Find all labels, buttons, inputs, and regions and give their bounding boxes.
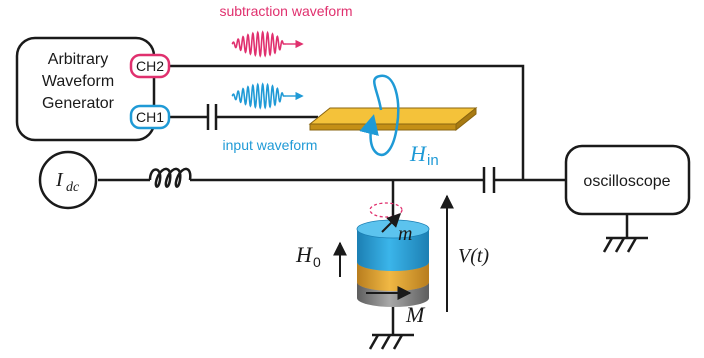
awg-label-line1: Arbitrary xyxy=(48,51,108,68)
hin-symbol: H xyxy=(409,141,427,166)
wiring xyxy=(98,64,629,335)
subtraction-waveform-signal xyxy=(231,30,286,58)
free-layer-moment-arrow xyxy=(381,213,401,233)
ch1-label: CH1 xyxy=(136,109,164,125)
ch2-port: CH2 xyxy=(129,53,171,79)
subtraction-waveform-label: subtraction waveform xyxy=(219,3,352,19)
hin-label: H in xyxy=(409,141,439,169)
precession-cone xyxy=(369,202,403,218)
stripline xyxy=(308,106,478,132)
free-layer-symbol: m xyxy=(398,223,412,245)
ch1-port: CH1 xyxy=(129,104,171,130)
oscilloscope-label: oscilloscope xyxy=(583,173,670,190)
arbitrary-waveform-generator: Arbitrary Waveform Generator xyxy=(15,36,156,142)
awg-label-line2: Waveform xyxy=(42,73,114,90)
h0-label: H 0 xyxy=(295,242,321,270)
mtj-ground-icon xyxy=(368,333,414,350)
capacitor-ch1 xyxy=(206,104,218,130)
hin-subscript: in xyxy=(427,152,439,169)
mtj-free-layer xyxy=(357,229,429,271)
idc-symbol: I xyxy=(55,169,64,191)
idc-subscript: dc xyxy=(66,180,80,195)
oscilloscope: oscilloscope xyxy=(564,144,691,216)
hin-field-loop xyxy=(359,74,400,157)
h0-symbol: H xyxy=(295,242,313,267)
input-waveform-label: input waveform xyxy=(223,137,318,153)
ch2-wire xyxy=(170,64,525,180)
capacitor-output xyxy=(482,167,496,193)
voltage-label: V(t) xyxy=(458,245,489,267)
ch2-label: CH2 xyxy=(136,58,164,74)
mtj-pillar xyxy=(356,219,430,307)
h0-subscript: 0 xyxy=(313,254,321,270)
inductor-coil xyxy=(148,167,192,188)
fixed-layer-symbol: M xyxy=(405,302,426,327)
scope-ground-icon xyxy=(602,236,648,253)
input-waveform-signal xyxy=(231,82,286,110)
awg-label-line3: Generator xyxy=(42,95,115,112)
dc-current-source: I dc xyxy=(38,150,98,210)
